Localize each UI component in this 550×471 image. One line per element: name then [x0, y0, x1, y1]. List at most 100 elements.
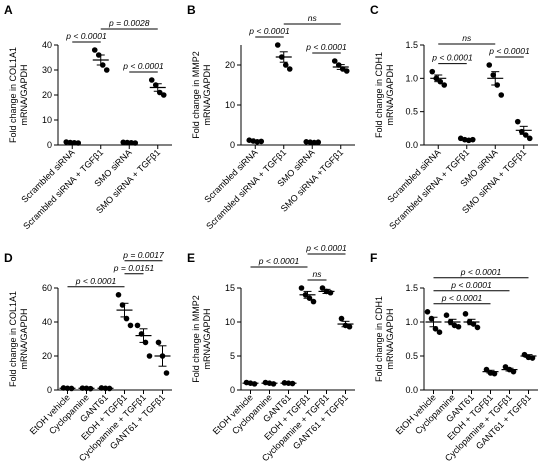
data-point — [529, 355, 536, 361]
y-axis-label: Fold change in CDH1 — [374, 296, 384, 382]
y-tick-label: 0 — [230, 385, 235, 395]
data-point — [134, 322, 141, 329]
y-tick-label: 1.0 — [405, 73, 418, 83]
error-bar — [505, 367, 514, 372]
comparison-label: p < 0.0001 — [75, 276, 117, 286]
y-tick-label: 1.0 — [405, 317, 418, 327]
comparison-label: p < 0.0001 — [65, 31, 107, 41]
comparison-label: p < 0.0001 — [305, 42, 347, 52]
panel: C Fold change in CDH1 mRNA/GAPDH 0.0 0.5 1.0 1… — [370, 3, 538, 231]
data-point — [483, 366, 490, 373]
comparison-label: ns — [313, 269, 323, 279]
data-point — [146, 353, 153, 359]
panel-letter: F — [370, 251, 377, 265]
panel: F Fold change in CDH1 mRNA/GAPDH 0.0 0.5 1.0 1… — [370, 251, 538, 463]
data-point — [148, 77, 155, 83]
error-bar — [246, 382, 255, 385]
data-point — [526, 135, 533, 142]
error-bar — [448, 318, 457, 326]
data-point — [470, 321, 477, 327]
panel-letter: C — [370, 3, 379, 17]
y-tick-label: 20 — [42, 351, 52, 361]
data-point — [486, 62, 493, 68]
comparison-label: p < 0.0001 — [441, 293, 483, 303]
data-point — [514, 118, 521, 125]
error-bar — [265, 382, 274, 385]
y-axis-label: mRNA/GAPDH — [19, 308, 29, 369]
data-point — [436, 329, 443, 336]
error-bar — [153, 83, 162, 92]
comparison-label: p = 0.0151 — [113, 263, 155, 273]
y-tick-label: 15 — [225, 283, 235, 293]
y-tick-label: 1.5 — [405, 283, 418, 293]
data-point — [331, 58, 338, 64]
y-axis-label: mRNA/GAPDH — [19, 64, 29, 125]
data-point — [274, 42, 281, 48]
y-tick-label: 10 — [225, 317, 235, 327]
comparison-label: p = 0.0028 — [108, 18, 150, 28]
y-tick-label: 1.5 — [405, 40, 418, 50]
data-point — [429, 68, 436, 75]
y-axis-label: mRNA/GAPDH — [202, 308, 212, 369]
data-point — [282, 62, 289, 68]
error-bar — [68, 141, 77, 144]
y-tick-label: 20 — [42, 90, 52, 100]
y-tick-label: 20 — [225, 60, 235, 70]
data-point — [510, 368, 517, 375]
y-tick-label: 0 — [47, 385, 52, 395]
y-axis-label: Fold change in MMP2 — [191, 51, 201, 139]
error-bar — [434, 74, 443, 83]
error-bar — [524, 354, 533, 358]
error-bar — [341, 320, 350, 328]
y-tick-label: 0 — [47, 140, 52, 150]
data-point — [343, 68, 350, 74]
comparison-label: p < 0.0001 — [460, 267, 502, 277]
data-point — [522, 132, 529, 138]
data-point — [298, 285, 305, 291]
data-point — [455, 323, 462, 330]
error-bar — [429, 316, 438, 328]
error-bar — [467, 318, 476, 326]
error-bar — [158, 345, 167, 367]
comparison-label: p < 0.0001 — [488, 46, 530, 56]
y-tick-label: 0.5 — [405, 351, 418, 361]
data-point — [310, 298, 317, 305]
data-point — [91, 47, 98, 53]
panel-letter: D — [4, 251, 13, 265]
error-bar — [96, 54, 105, 66]
error-bar — [322, 288, 331, 294]
comparison-label: p < 0.0001 — [122, 61, 164, 71]
y-tick-label: 10 — [225, 100, 235, 110]
error-bar — [251, 140, 260, 142]
panel-letter: A — [4, 3, 13, 17]
data-point — [498, 92, 505, 98]
y-tick-label: 40 — [42, 317, 52, 327]
error-bar — [519, 125, 528, 135]
data-point — [115, 292, 122, 298]
comparison-label: p < 0.0001 — [248, 26, 290, 36]
comparison-label: ns — [462, 33, 472, 43]
data-point — [462, 311, 469, 317]
y-tick-label: 10 — [42, 115, 52, 125]
y-tick-label: 0.5 — [405, 107, 418, 117]
error-bar — [491, 71, 500, 86]
comparison-label: p < 0.0001 — [305, 243, 347, 253]
panel: A Fold change in COL1A1 mRNA/GAPDH 0 10 20 30 4… — [4, 3, 172, 231]
data-point — [441, 82, 448, 88]
y-tick-label: 40 — [42, 40, 52, 50]
comparison-label: p < 0.0001 — [450, 280, 492, 290]
data-point — [163, 370, 170, 376]
data-point — [424, 309, 431, 315]
data-point — [491, 370, 498, 377]
comparison-label: p < 0.0001 — [431, 53, 473, 63]
error-bar — [120, 302, 129, 318]
y-tick-label: 60 — [42, 283, 52, 293]
error-bar — [336, 64, 345, 70]
data-point — [127, 322, 134, 329]
error-bar — [279, 51, 288, 63]
data-point — [490, 72, 497, 78]
y-axis-label: Fold change in CDH1 — [374, 52, 384, 138]
data-point — [155, 339, 162, 346]
error-bar — [486, 369, 495, 374]
panel-letter: B — [187, 3, 196, 17]
